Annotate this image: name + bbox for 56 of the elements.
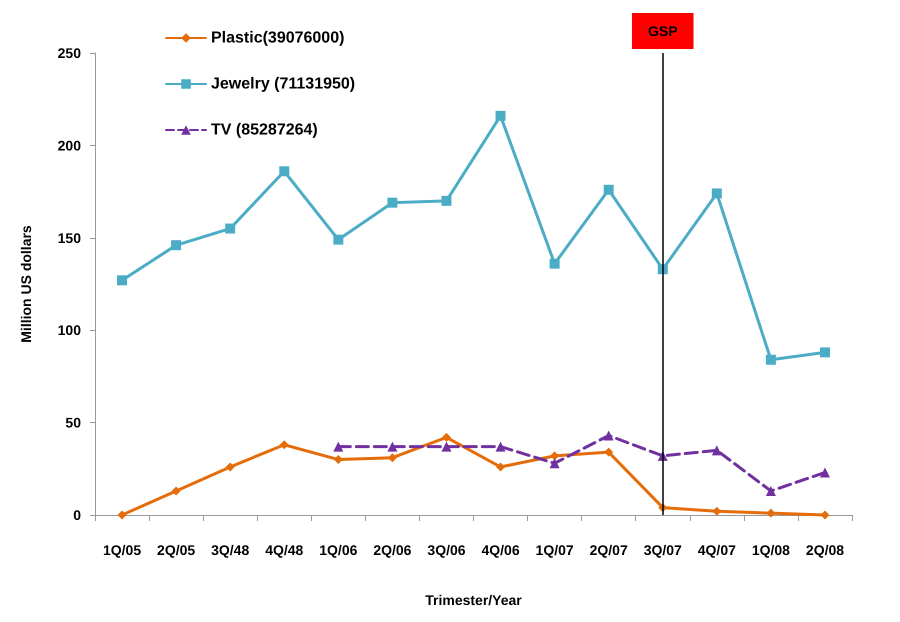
point xyxy=(820,467,830,478)
point xyxy=(387,442,398,452)
x-tick-label: 3Q/07 xyxy=(644,542,682,558)
x-tick-label: 1Q/06 xyxy=(319,542,358,558)
x-axis-title: Trimester/Year xyxy=(425,592,522,608)
x-tick-label: 2Q/05 xyxy=(157,542,196,558)
point xyxy=(441,442,452,452)
point xyxy=(442,432,451,442)
point xyxy=(766,354,776,365)
point xyxy=(118,510,127,520)
x-tick-label: 2Q/06 xyxy=(373,542,412,558)
y-tick-label: 200 xyxy=(58,137,82,154)
point xyxy=(604,430,614,441)
x-tick-label: 4Q/07 xyxy=(698,542,736,558)
x-tick-label: 2Q/07 xyxy=(590,542,628,558)
point xyxy=(279,166,290,176)
point xyxy=(712,445,722,456)
point xyxy=(334,455,343,464)
y-tick-label: 0 xyxy=(73,507,82,523)
point xyxy=(333,442,344,452)
x-tick-label: 3Q/06 xyxy=(427,542,466,558)
point xyxy=(387,198,398,208)
x-tick-label: 1Q/05 xyxy=(102,542,142,558)
y-tick-label: 100 xyxy=(58,322,82,338)
y-tick-label: 50 xyxy=(65,414,82,431)
point xyxy=(226,462,235,472)
legend-label: Plastic(39076000) xyxy=(211,30,344,46)
point xyxy=(496,442,506,452)
point xyxy=(766,486,776,496)
x-tick-label: 2Q/08 xyxy=(806,542,844,558)
point xyxy=(550,458,560,468)
legend-label: Jewelry (71131950) xyxy=(211,76,356,92)
point xyxy=(225,224,236,234)
point xyxy=(604,184,614,195)
y-tick-label: 250 xyxy=(58,45,82,61)
x-tick-label: 1Q/07 xyxy=(536,542,574,558)
point xyxy=(496,110,506,121)
y-tick-label: 150 xyxy=(58,230,82,246)
point xyxy=(117,275,128,286)
x-tick-label: 4Q/06 xyxy=(481,542,520,558)
point xyxy=(441,196,452,206)
ref-line-label: GSP xyxy=(648,23,678,39)
x-tick-label: 1Q/08 xyxy=(752,542,790,558)
point xyxy=(333,234,344,245)
x-tick-label: 4Q/48 xyxy=(265,542,304,558)
x-tick-label: 3Q/48 xyxy=(211,542,250,558)
point xyxy=(550,258,560,269)
point xyxy=(820,347,830,358)
point xyxy=(172,486,181,496)
point xyxy=(280,440,289,450)
legend-label: TV (85287264) xyxy=(211,122,318,138)
point xyxy=(171,240,182,250)
y-axis-title: Million US dollars xyxy=(18,225,34,343)
point xyxy=(712,188,722,198)
point xyxy=(496,462,506,472)
point xyxy=(604,448,614,457)
